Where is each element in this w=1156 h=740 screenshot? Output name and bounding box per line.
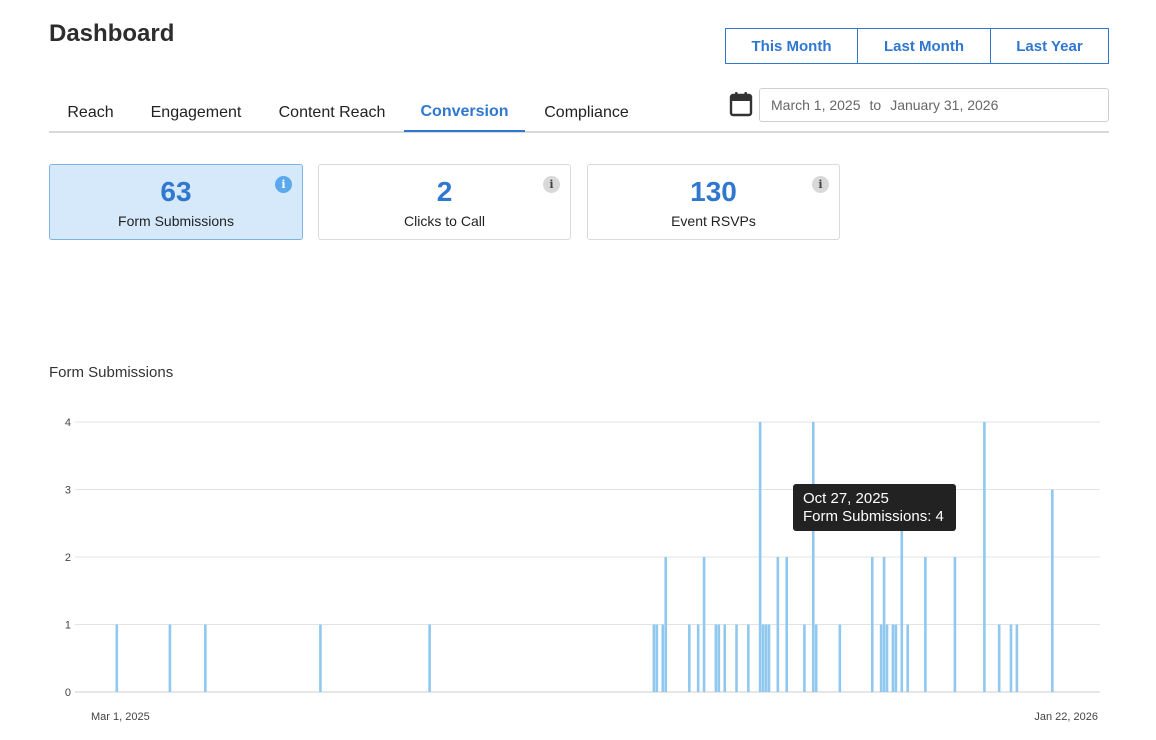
chart-bar: [661, 624, 665, 692]
chart-bar: [894, 624, 898, 692]
last-month-button[interactable]: Last Month: [857, 28, 991, 64]
calendar-icon[interactable]: [729, 91, 753, 117]
page-title: Dashboard: [49, 20, 175, 47]
last-year-button[interactable]: Last Year: [990, 28, 1109, 64]
chart-bar: [803, 624, 806, 692]
y-tick-label: 3: [65, 485, 71, 497]
chart-bar: [717, 624, 721, 692]
chart-bar: [811, 422, 815, 692]
chart-bar: [882, 557, 886, 692]
chart-bar: [1015, 624, 1019, 692]
card-value: 63: [160, 176, 192, 207]
x-tick-label: Mar 1, 2025: [91, 711, 150, 723]
tooltip-date: Oct 27, 2025: [803, 490, 889, 507]
date-separator: to: [869, 97, 882, 113]
card-clicks-to-call[interactable]: 2 Clicks to Call i: [318, 164, 571, 240]
chart-bar: [168, 624, 172, 692]
chart-bar: [319, 624, 322, 692]
card-form-submissions[interactable]: 63 Form Submissions i: [49, 164, 303, 240]
chart-bar: [714, 624, 718, 692]
tab-compliance[interactable]: Compliance: [544, 103, 629, 121]
chart-bar: [776, 557, 780, 692]
y-tick-label: 4: [65, 417, 71, 429]
y-tick-label: 2: [65, 552, 71, 564]
form-submissions-chart: 0 1 2 3 4 Mar 1, 2025 Jan 22, 2026: [65, 417, 1100, 723]
chart-bar: [1009, 624, 1013, 692]
card-label: Clicks to Call: [404, 213, 485, 229]
chart-bar: [1050, 489, 1054, 692]
card-label: Event RSVPs: [671, 213, 756, 229]
chart-bar: [652, 624, 656, 692]
info-icon[interactable]: i: [275, 176, 292, 193]
chart-bar: [891, 624, 895, 692]
chart-bar: [879, 624, 883, 692]
chart-bar: [906, 624, 909, 692]
chart-bar: [764, 624, 768, 692]
card-event-rsvps[interactable]: 130 Event RSVPs i: [587, 164, 840, 240]
chart-bar: [814, 624, 818, 692]
card-value: 130: [690, 176, 737, 207]
card-label: Form Submissions: [118, 213, 234, 229]
chart-bar: [758, 422, 762, 692]
chart-bar: [664, 557, 668, 692]
date-range-buttons: This Month Last Month Last Year: [725, 28, 1109, 64]
date-end: January 31, 2026: [890, 97, 999, 113]
chart-bar: [747, 624, 750, 692]
tooltip-value: Form Submissions: 4: [803, 508, 944, 525]
tab-bar: Reach Engagement Content Reach Conversio…: [49, 94, 1109, 133]
chart-bar: [204, 624, 207, 692]
tab-engagement[interactable]: Engagement: [150, 103, 242, 121]
chart-bar: [767, 624, 771, 692]
chart-bar: [655, 624, 659, 692]
date-start: March 1, 2025: [771, 97, 861, 113]
chart-bar: [885, 624, 889, 692]
tab-conversion[interactable]: Conversion: [404, 94, 525, 132]
chart-bar: [953, 557, 957, 692]
chart-bar: [723, 624, 727, 692]
y-tick-label: 1: [65, 620, 71, 632]
chart-bar: [997, 624, 1001, 692]
this-month-button[interactable]: This Month: [725, 28, 858, 64]
card-value: 2: [436, 176, 453, 207]
tab-content-reach[interactable]: Content Reach: [278, 103, 386, 121]
tab-reach[interactable]: Reach: [67, 103, 114, 121]
info-icon[interactable]: i: [812, 176, 829, 193]
chart-bar: [924, 557, 927, 692]
chart-bar: [688, 624, 691, 692]
chart-bar: [900, 489, 904, 692]
chart-title: Form Submissions: [49, 364, 174, 381]
x-tick-label: Jan 22, 2026: [1034, 711, 1098, 723]
chart-bar: [735, 624, 738, 692]
date-range-field[interactable]: March 1, 2025 to January 31, 2026: [759, 88, 1109, 122]
chart-bar: [983, 422, 986, 692]
chart-bar: [870, 557, 874, 692]
chart-bar: [428, 624, 431, 692]
info-icon[interactable]: i: [543, 176, 560, 193]
chart-bar: [761, 624, 765, 692]
chart-tooltip: Oct 27, 2025 Form Submissions: 4: [793, 484, 956, 531]
y-tick-label: 0: [65, 687, 71, 699]
chart-bar: [696, 624, 700, 692]
chart-bar: [838, 624, 842, 692]
chart-bar: [702, 557, 706, 692]
chart-bar: [115, 624, 119, 692]
chart-bar: [785, 557, 788, 692]
